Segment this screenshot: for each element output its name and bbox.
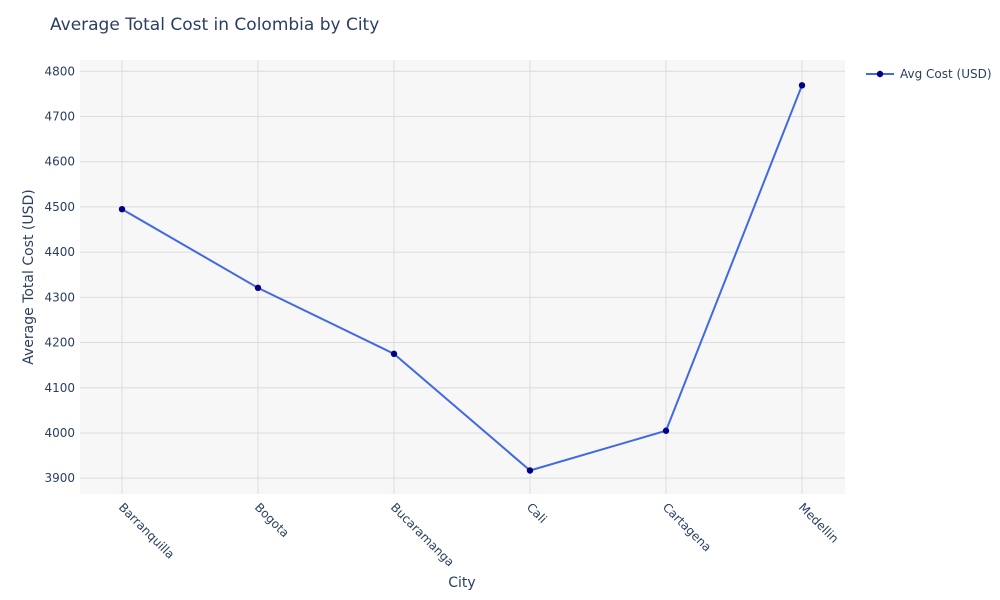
series-layer: [118, 82, 806, 474]
y-tick-label: 4800: [44, 64, 75, 78]
data-point[interactable]: [118, 205, 126, 213]
data-point[interactable]: [254, 284, 262, 292]
y-tick-label: 4000: [44, 426, 75, 440]
y-tick-label: 3900: [44, 471, 75, 485]
grid-lines: [80, 60, 845, 494]
chart-title: Average Total Cost in Colombia by City: [50, 15, 379, 35]
data-point[interactable]: [662, 427, 670, 434]
x-axis-title: City: [448, 575, 475, 591]
y-tick-labels: 3900 4000 4100 4200 4300 4400 4500 4600 4700 4800: [44, 64, 75, 485]
x-tick-label: Cali: [524, 500, 550, 526]
y-tick-label: 4100: [44, 381, 75, 395]
y-tick-label: 4400: [44, 245, 75, 259]
data-point[interactable]: [526, 467, 534, 474]
plot-area: [80, 60, 845, 494]
x-tick-label: Barranquilla: [116, 500, 177, 561]
x-tick-label: Medellin: [796, 500, 841, 545]
y-tick-label: 4700: [44, 110, 75, 124]
x-tick-label: Bucaramanga: [388, 500, 457, 569]
legend-marker: [876, 70, 884, 78]
x-tick-labels: Barranquilla Bogota Bucaramanga Cali Cartage…: [116, 500, 841, 569]
y-tick-label: 4200: [44, 336, 75, 350]
data-point[interactable]: [390, 350, 398, 358]
legend[interactable]: Avg Cost (USD): [866, 67, 992, 81]
y-tick-label: 4500: [44, 200, 75, 214]
x-tick-label: Cartagena: [660, 500, 714, 554]
y-tick-label: 4600: [44, 155, 75, 169]
y-tick-label: 4300: [44, 290, 75, 304]
y-axis-title: Average Total Cost (USD): [21, 189, 37, 365]
data-point[interactable]: [798, 82, 806, 89]
series-line: [121, 84, 803, 472]
x-tick-label: Bogota: [252, 500, 292, 540]
legend-label: Avg Cost (USD): [900, 67, 992, 81]
